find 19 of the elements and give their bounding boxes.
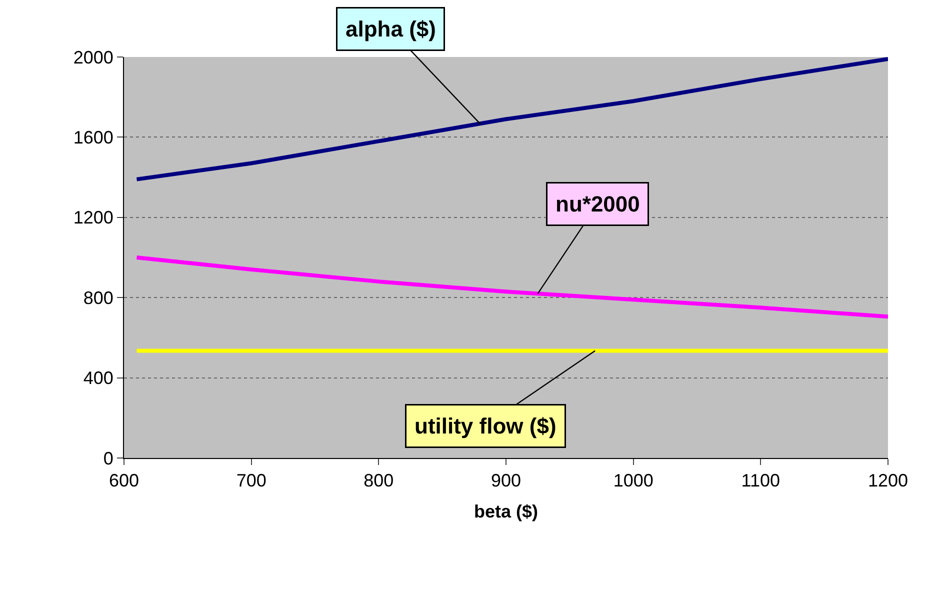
x-tick-label: 700 (236, 470, 266, 491)
line-series (134, 256, 888, 319)
x-tick-label: 900 (490, 470, 522, 491)
line-series (134, 57, 888, 182)
x-tick-label: 600 (108, 470, 140, 491)
x-tick-label: 1200 (868, 470, 908, 491)
y-tick-label: 800 (83, 288, 114, 308)
x-tick-label: 800 (364, 470, 394, 491)
annotation: alpha ($) (346, 16, 436, 42)
annotation: utility flow ($) (414, 414, 556, 438)
y-tick-label: 0 (103, 448, 114, 468)
y-tick-label: 1600 (73, 128, 114, 148)
x-axis-title: beta ($) (474, 502, 538, 522)
y-tick-label: 2000 (73, 47, 114, 68)
annotation: nu*2000 (556, 192, 640, 216)
x-tick-label: 1100 (741, 470, 780, 491)
y-tick-label: 1200 (73, 208, 114, 228)
x-tick-label: 1000 (613, 470, 654, 491)
y-tick-label: 400 (83, 368, 114, 388)
